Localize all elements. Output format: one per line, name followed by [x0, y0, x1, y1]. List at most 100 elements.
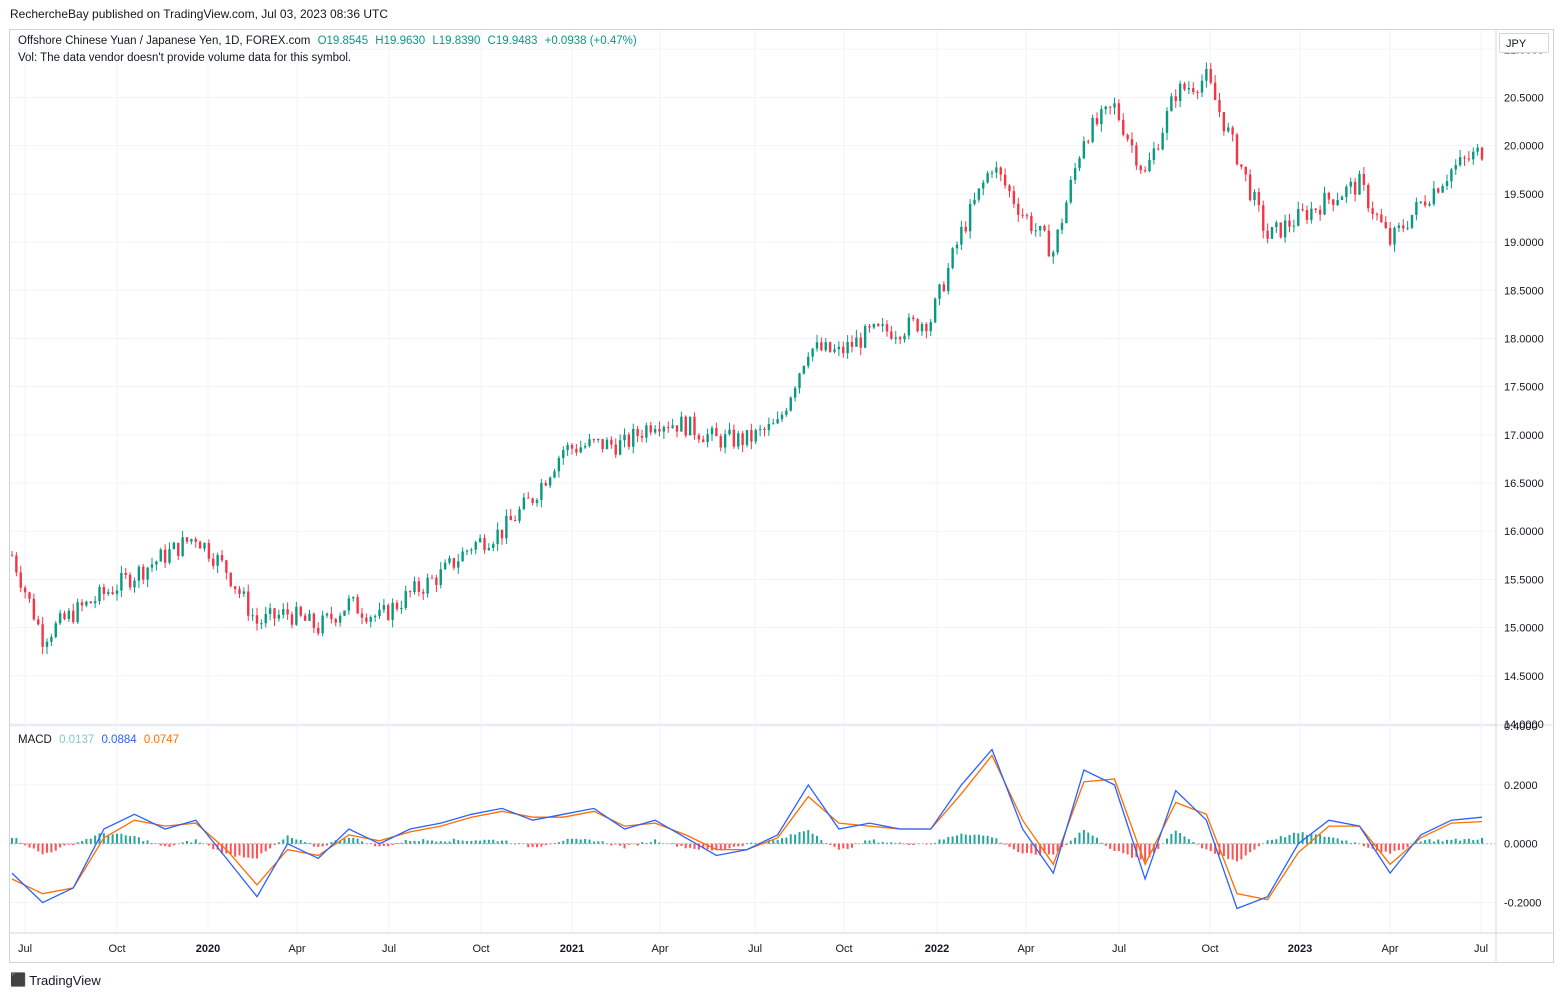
macd-histogram-bar: [1314, 834, 1317, 844]
macd-histogram-bar: [1244, 843, 1247, 856]
candle-body: [1047, 230, 1051, 257]
candle-body: [785, 410, 788, 415]
macd-histogram-bar: [1257, 843, 1260, 847]
macd-histogram-bar: [846, 843, 849, 849]
candle-body: [378, 609, 381, 617]
candle-body: [859, 337, 862, 348]
candle-body: [80, 602, 84, 606]
macd-histogram-bar: [1402, 843, 1405, 850]
candle-body: [1388, 227, 1392, 245]
macd-histogram-bar: [1319, 834, 1322, 844]
candle-body: [1345, 186, 1348, 197]
candle-body: [1108, 106, 1112, 108]
macd-histogram-bar: [72, 843, 75, 846]
candle-body: [417, 581, 421, 592]
macd-histogram-bar: [807, 830, 810, 844]
candle-body: [706, 434, 709, 443]
price-y-tick-label: 19.5000: [1504, 189, 1544, 201]
macd-histogram-bar: [487, 839, 490, 844]
macd-histogram-bar: [864, 840, 867, 844]
candle-body: [185, 537, 189, 542]
currency-badge[interactable]: JPY: [1499, 33, 1549, 53]
macd-histogram-bar: [1380, 843, 1383, 853]
candle-body: [72, 610, 75, 623]
candle-body: [229, 572, 232, 587]
candle-body: [1323, 192, 1326, 215]
macd-hist-value: 0.0137: [59, 734, 95, 746]
candle-body: [286, 609, 289, 615]
macd-histogram-bar: [159, 843, 162, 846]
candle-body: [1152, 148, 1156, 160]
candle-body: [566, 444, 569, 451]
macd-histogram-bar: [1397, 843, 1400, 851]
candle-body: [37, 619, 40, 625]
candle-body: [885, 324, 889, 332]
macd-histogram-bar: [374, 843, 377, 847]
price-y-tick-label: 19.0000: [1504, 237, 1544, 249]
macd-histogram-bar: [343, 838, 346, 844]
macd-histogram-bar: [431, 840, 433, 844]
macd-histogram-bar: [1266, 840, 1269, 844]
macd-histogram-bar: [435, 841, 438, 844]
macd-histogram-bar: [1122, 843, 1125, 854]
candle-body: [1231, 127, 1234, 135]
candle-body: [1025, 215, 1029, 217]
candle-body: [1270, 227, 1274, 239]
candle-body: [575, 448, 578, 453]
candle-body: [1458, 157, 1462, 166]
candle-body: [833, 349, 836, 352]
macd-histogram-bar: [382, 843, 385, 846]
candle-body: [177, 542, 180, 556]
candle-body: [299, 606, 302, 616]
candle-body: [662, 427, 666, 432]
candle-body: [719, 436, 722, 448]
candle-body: [807, 356, 810, 366]
macd-histogram-bar: [142, 841, 145, 844]
candle-body: [1305, 210, 1309, 220]
candle-body: [1183, 83, 1186, 90]
macd-histogram-bar: [820, 840, 823, 844]
macd-histogram-bar: [947, 836, 950, 844]
macd-histogram-bar: [1415, 841, 1418, 844]
macd-histogram-bar: [242, 843, 245, 858]
macd-histogram-bar: [295, 839, 298, 844]
macd-histogram-bar: [794, 834, 797, 844]
macd-histogram-bar: [1052, 843, 1055, 855]
candle-body: [413, 581, 416, 593]
macd-histogram-bar: [496, 841, 499, 844]
macd-histogram-bar: [1275, 839, 1278, 844]
candle-body: [1310, 208, 1313, 220]
candle-body: [610, 439, 613, 445]
macd-histogram-bar: [81, 841, 83, 844]
candle-body: [1253, 191, 1256, 201]
candle-body: [1139, 165, 1142, 171]
macd-histogram-bar: [1332, 837, 1335, 844]
candle-body: [684, 416, 687, 436]
candle-body: [430, 577, 434, 579]
candle-body: [675, 425, 679, 432]
candle-body: [780, 414, 784, 420]
macd-histogram-bar: [601, 841, 604, 844]
publisher-line: RechercheBay published on TradingView.co…: [10, 7, 389, 21]
macd-histogram-bar: [59, 843, 62, 848]
candle-body: [693, 416, 696, 436]
candle-body: [872, 324, 876, 328]
candle-body: [212, 558, 215, 566]
candle-body: [448, 558, 451, 563]
candle-body: [1205, 68, 1208, 81]
macd-histogram-bar: [1012, 843, 1015, 850]
macd-histogram-bar: [1148, 843, 1151, 858]
macd-histogram-bar: [474, 840, 477, 844]
candle-body: [535, 500, 539, 503]
macd-histogram-bar: [824, 843, 827, 844]
macd-histogram-bar: [798, 832, 801, 844]
candle-body: [216, 555, 219, 566]
candle-body: [325, 613, 329, 616]
tradingview-logo[interactable]: ⬛ TradingView: [10, 972, 101, 988]
macd-histogram-bar: [1196, 843, 1199, 845]
candle-body: [513, 520, 517, 522]
macd-histogram-bar: [1367, 843, 1370, 848]
candle-body: [124, 572, 127, 575]
candle-body: [1003, 174, 1007, 186]
